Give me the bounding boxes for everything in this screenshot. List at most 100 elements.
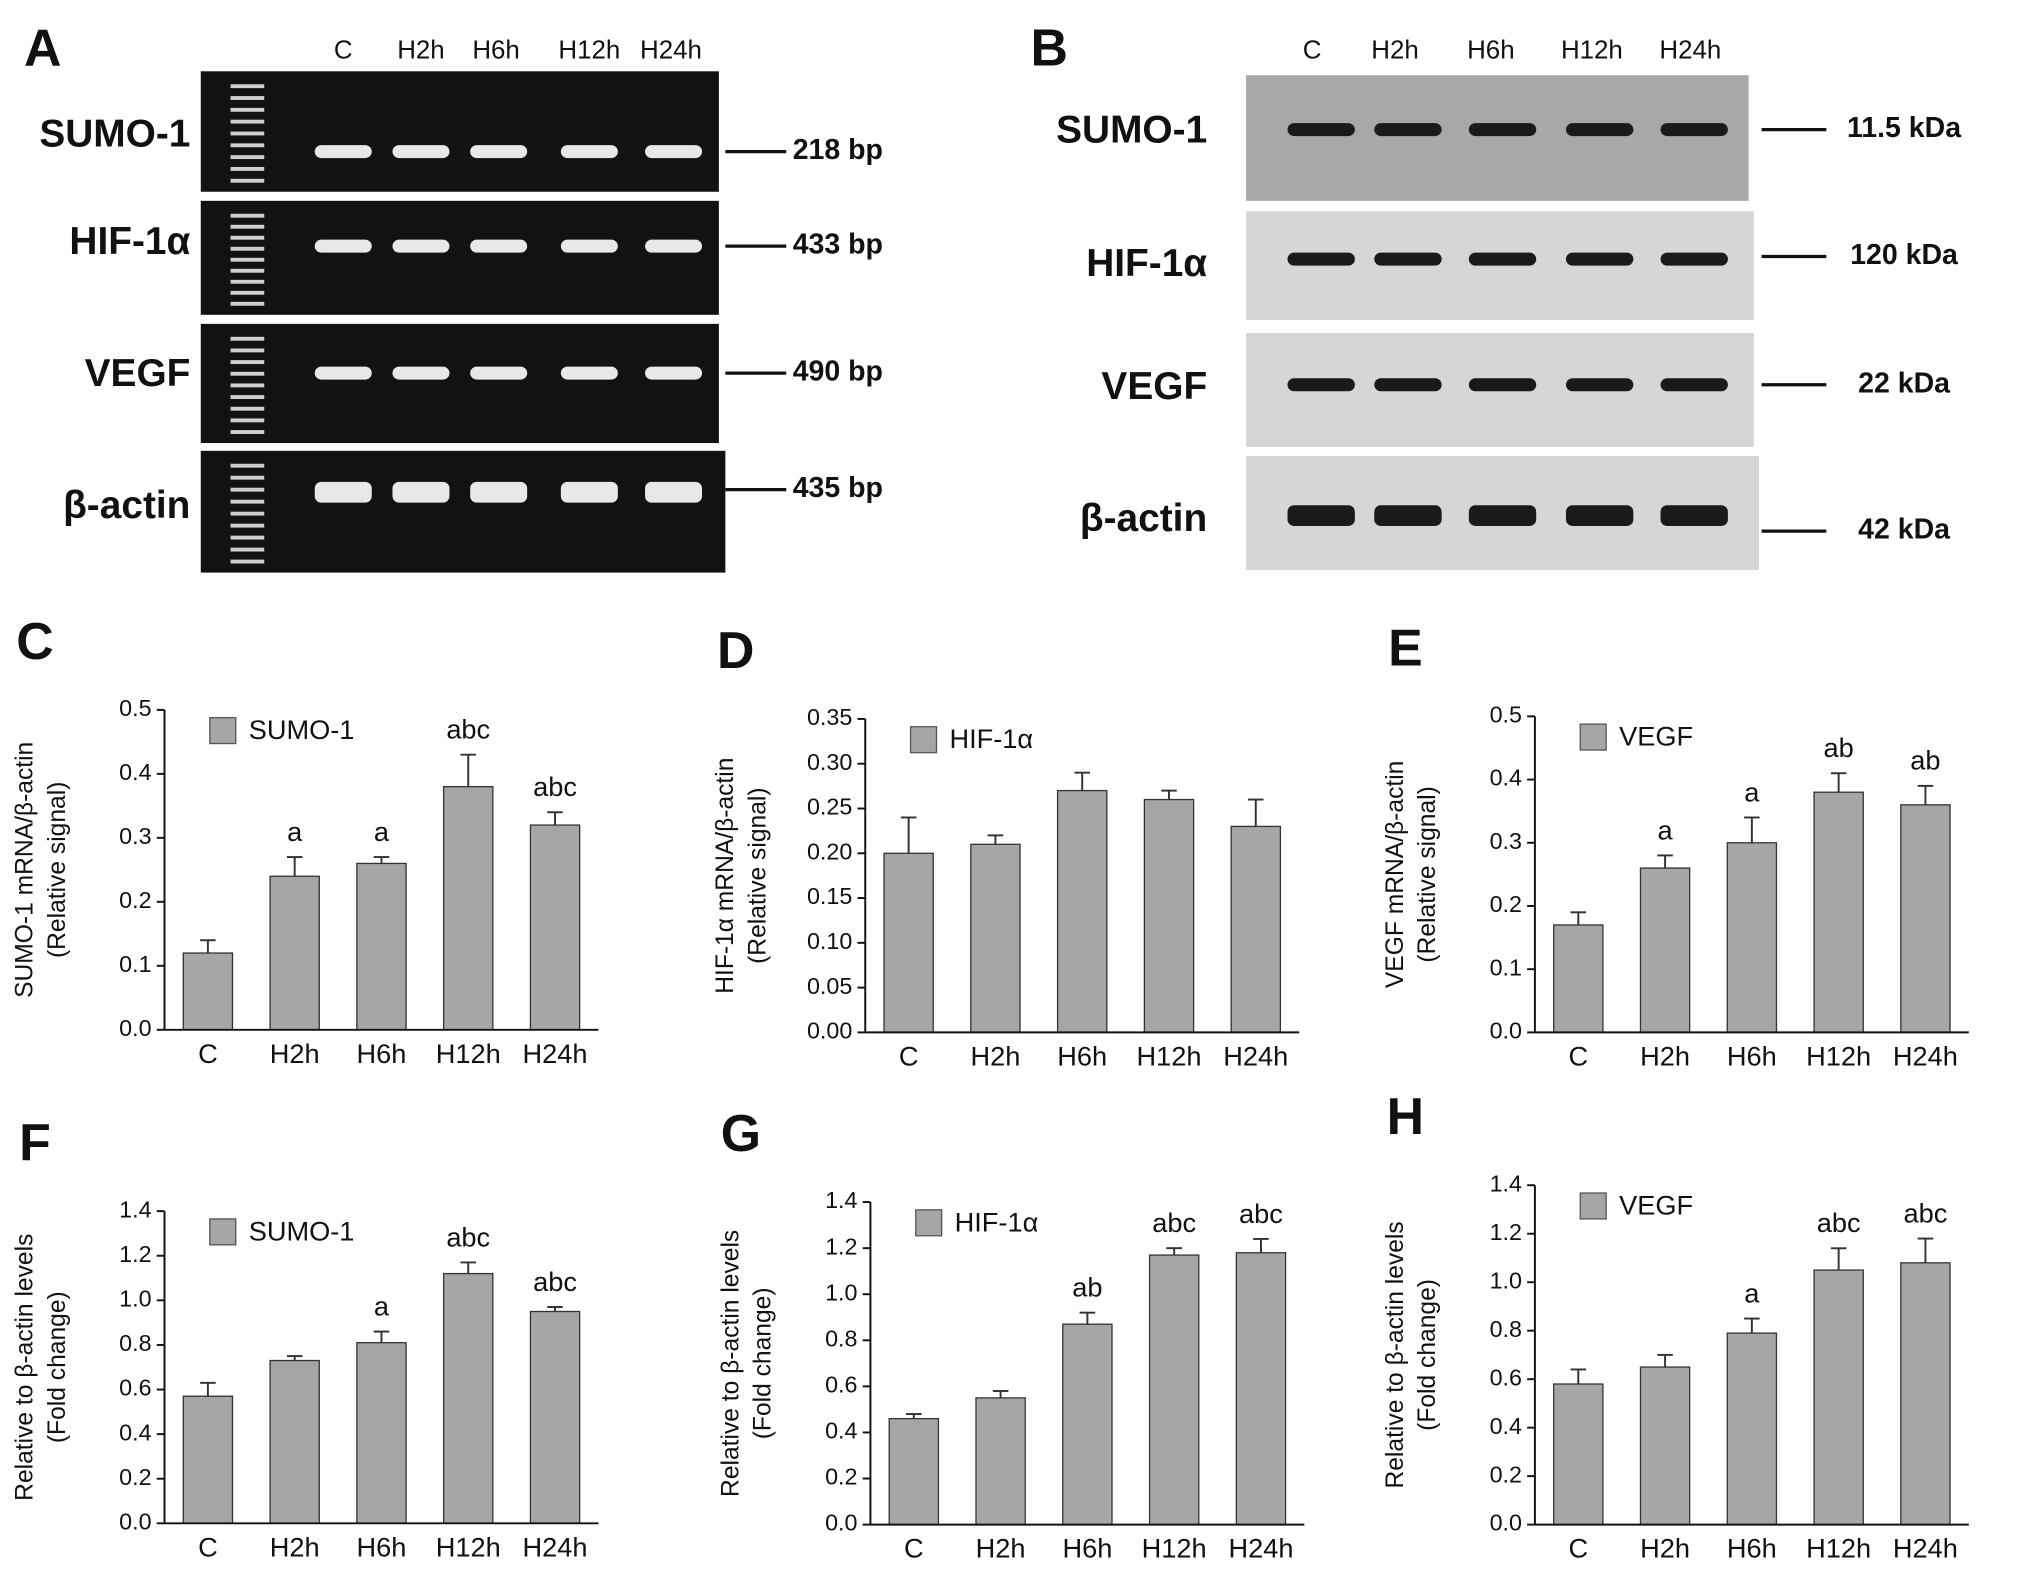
y-tick-label: 0.0: [1490, 1018, 1522, 1044]
bar: [1062, 1323, 1113, 1526]
band: [314, 239, 372, 253]
x-tick-label: H2h: [1640, 1533, 1690, 1564]
band: [645, 481, 703, 503]
x-tick-label: H12h: [1142, 1533, 1207, 1564]
significance-label: abc: [1817, 1207, 1861, 1238]
ladder-band: [230, 499, 265, 504]
y-axis-label: VEGF mRNA/β-actin: [1382, 761, 1409, 988]
row-label: HIF-1α: [69, 220, 190, 263]
y-tick-label: 0.2: [119, 1464, 151, 1490]
band: [1468, 378, 1537, 392]
band: [470, 239, 528, 253]
y-tick-label: 0.0: [825, 1510, 857, 1536]
band: [1468, 252, 1537, 266]
blot-strip: [200, 323, 719, 444]
bar: [356, 1342, 407, 1524]
legend-label: HIF-1α: [949, 723, 1033, 754]
bar: [1553, 924, 1604, 1034]
ladder-band: [230, 547, 265, 552]
row-label: β-actin: [63, 484, 190, 527]
bar: [1639, 1366, 1691, 1526]
y-tick-label: 0.1: [1490, 954, 1522, 980]
bar: [269, 875, 320, 1031]
x-tick-label: H2h: [270, 1531, 320, 1562]
y-axis-label: Relative to β-actin levels: [1382, 1221, 1409, 1488]
ladder-band: [230, 395, 265, 400]
y-tick-label: 0.30: [807, 749, 852, 775]
row-label: VEGF: [1101, 365, 1207, 408]
band: [1565, 252, 1634, 266]
band: [470, 481, 528, 503]
band: [1565, 378, 1634, 392]
ladder-band: [230, 523, 265, 528]
ladder-band: [230, 279, 265, 284]
bar: [1056, 789, 1108, 1034]
ladder-band: [230, 371, 265, 376]
y-tick-label: 0.10: [807, 928, 852, 954]
band: [470, 366, 528, 380]
y-axis-label: (Fold change): [44, 1291, 71, 1443]
x-tick-label: H2h: [1640, 1040, 1690, 1071]
significance-label: a: [374, 816, 390, 847]
bar: [975, 1397, 1026, 1526]
ladder-band: [230, 348, 265, 353]
legend-label: SUMO-1: [249, 1215, 355, 1246]
band: [314, 481, 372, 503]
legend-swatch: [909, 726, 938, 754]
ladder-band: [230, 257, 265, 262]
y-tick-label: 0.2: [119, 887, 151, 913]
lane-label: H24h: [640, 37, 702, 65]
y-tick-label: 0.3: [1490, 828, 1522, 854]
row-label: SUMO-1: [1056, 108, 1207, 151]
significance-label: abc: [1239, 1198, 1283, 1229]
bar: [182, 952, 234, 1031]
y-tick-label: 1.2: [825, 1233, 857, 1259]
significance-label: abc: [533, 771, 577, 802]
legend-swatch: [1579, 1192, 1607, 1220]
ladder-band: [230, 143, 265, 148]
ladder-band: [230, 418, 265, 423]
y-tick-label: 0.0: [119, 1015, 151, 1041]
y-tick-label: 0.4: [119, 759, 151, 785]
y-axis-label: (Relative signal): [44, 782, 71, 958]
size-label: 42 kDa: [1858, 514, 1951, 546]
x-tick-label: C: [198, 1038, 218, 1069]
x-tick-label: H12h: [1806, 1533, 1871, 1564]
y-tick-label: 0.8: [119, 1330, 151, 1356]
y-axis-label: (Fold change): [1414, 1279, 1441, 1431]
ladder-band: [230, 290, 265, 295]
y-tick-label: 0.00: [807, 1018, 852, 1044]
legend-swatch: [1579, 723, 1607, 751]
y-tick-label: 0.35: [807, 704, 852, 730]
legend-label: HIF-1α: [955, 1206, 1039, 1237]
ladder-band: [230, 336, 265, 341]
row-label: SUMO-1: [39, 112, 190, 155]
band: [1660, 505, 1728, 526]
panel-letter: A: [24, 19, 61, 77]
y-tick-label: 0.6: [1490, 1364, 1522, 1390]
y-tick-label: 0.0: [1490, 1510, 1522, 1536]
bar: [1235, 1252, 1287, 1526]
ladder-band: [230, 119, 265, 124]
y-tick-label: 1.2: [119, 1241, 151, 1267]
significance-label: a: [1744, 776, 1760, 807]
x-tick-label: H12h: [1806, 1040, 1871, 1071]
significance-label: abc: [1152, 1207, 1196, 1238]
y-tick-label: 0.25: [807, 794, 852, 820]
x-tick-label: H2h: [976, 1533, 1026, 1564]
significance-label: a: [374, 1290, 390, 1321]
band: [560, 481, 618, 503]
blot-strip: [200, 200, 719, 315]
y-tick-label: 1.0: [1490, 1267, 1522, 1293]
y-tick-label: 0.05: [807, 973, 852, 999]
x-tick-label: H24h: [1893, 1040, 1958, 1071]
legend-swatch: [209, 716, 237, 745]
legend-swatch: [209, 1218, 237, 1246]
x-tick-label: H6h: [357, 1038, 407, 1069]
bar: [442, 1272, 494, 1524]
x-tick-label: H6h: [1057, 1040, 1107, 1071]
bar: [970, 843, 1021, 1034]
x-tick-label: H2h: [270, 1038, 320, 1069]
band: [560, 145, 618, 159]
